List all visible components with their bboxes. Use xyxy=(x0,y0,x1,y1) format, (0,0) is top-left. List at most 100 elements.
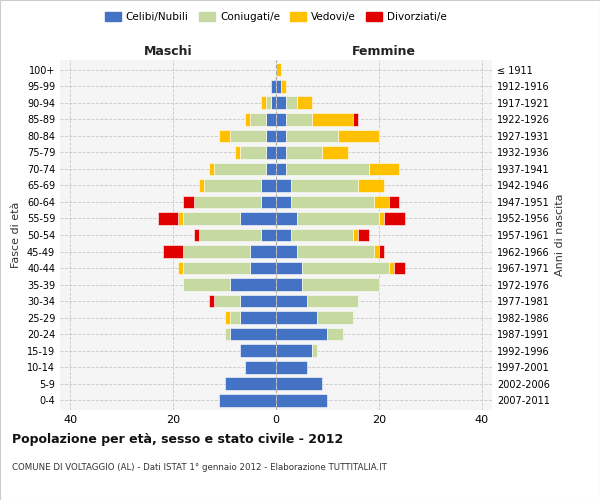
Bar xyxy=(276,113,286,126)
Bar xyxy=(266,113,276,126)
Bar xyxy=(276,130,286,142)
Bar xyxy=(184,278,230,291)
Bar xyxy=(358,228,368,241)
Bar xyxy=(184,196,194,208)
Bar xyxy=(384,212,404,225)
Bar xyxy=(230,130,266,142)
Bar xyxy=(235,146,240,159)
Bar xyxy=(230,278,276,291)
Bar xyxy=(178,212,184,225)
Bar xyxy=(220,394,276,406)
Bar xyxy=(224,311,230,324)
Bar xyxy=(224,328,230,340)
Bar xyxy=(286,113,312,126)
Bar xyxy=(245,113,250,126)
Bar xyxy=(296,245,374,258)
Bar xyxy=(276,262,302,274)
Bar xyxy=(292,196,374,208)
Bar xyxy=(394,262,404,274)
Bar xyxy=(358,179,384,192)
Bar xyxy=(276,394,328,406)
Bar xyxy=(260,96,266,110)
Bar xyxy=(276,360,307,374)
Bar xyxy=(271,80,276,93)
Bar xyxy=(199,228,260,241)
Bar xyxy=(240,311,276,324)
Bar xyxy=(276,294,307,308)
Bar xyxy=(163,245,184,258)
Bar xyxy=(276,212,296,225)
Bar xyxy=(286,146,322,159)
Bar xyxy=(307,294,358,308)
Bar xyxy=(374,196,389,208)
Bar xyxy=(214,294,240,308)
Bar xyxy=(250,113,266,126)
Bar xyxy=(184,245,250,258)
Bar xyxy=(312,113,353,126)
Bar xyxy=(389,196,400,208)
Bar xyxy=(250,245,276,258)
Bar xyxy=(276,311,317,324)
Bar xyxy=(296,96,312,110)
Bar xyxy=(292,228,353,241)
Bar xyxy=(266,162,276,175)
Bar xyxy=(276,228,292,241)
Bar xyxy=(194,196,260,208)
Bar xyxy=(281,80,286,93)
Bar xyxy=(276,344,312,357)
Bar xyxy=(184,262,250,274)
Bar xyxy=(292,179,358,192)
Bar xyxy=(276,377,322,390)
Bar xyxy=(199,179,204,192)
Bar xyxy=(338,130,379,142)
Bar xyxy=(260,196,276,208)
Bar xyxy=(276,278,302,291)
Bar xyxy=(220,130,230,142)
Bar xyxy=(276,196,292,208)
Legend: Celibi/Nubili, Coniugati/e, Vedovi/e, Divorziati/e: Celibi/Nubili, Coniugati/e, Vedovi/e, Di… xyxy=(101,8,451,26)
Bar xyxy=(250,262,276,274)
Bar xyxy=(302,278,379,291)
Bar xyxy=(158,212,178,225)
Bar xyxy=(322,146,348,159)
Bar xyxy=(245,360,276,374)
Bar xyxy=(276,328,328,340)
Bar xyxy=(240,146,266,159)
Text: Maschi: Maschi xyxy=(143,44,193,58)
Y-axis label: Fasce di età: Fasce di età xyxy=(11,202,21,268)
Bar xyxy=(276,179,292,192)
Bar xyxy=(240,212,276,225)
Bar xyxy=(240,294,276,308)
Bar xyxy=(276,245,296,258)
Bar xyxy=(178,262,184,274)
Bar xyxy=(230,328,276,340)
Bar xyxy=(368,162,400,175)
Bar xyxy=(240,344,276,357)
Bar xyxy=(276,80,281,93)
Bar xyxy=(286,96,296,110)
Bar xyxy=(276,96,286,110)
Bar xyxy=(260,179,276,192)
Bar xyxy=(209,294,214,308)
Bar xyxy=(230,311,240,324)
Bar xyxy=(276,146,286,159)
Bar xyxy=(266,130,276,142)
Y-axis label: Anni di nascita: Anni di nascita xyxy=(555,194,565,276)
Bar xyxy=(224,377,276,390)
Text: COMUNE DI VOLTAGGIO (AL) - Dati ISTAT 1° gennaio 2012 - Elaborazione TUTTITALIA.: COMUNE DI VOLTAGGIO (AL) - Dati ISTAT 1°… xyxy=(12,462,387,471)
Bar xyxy=(312,344,317,357)
Bar xyxy=(353,228,358,241)
Text: Femmine: Femmine xyxy=(352,44,416,58)
Bar xyxy=(266,96,271,110)
Bar xyxy=(260,228,276,241)
Bar xyxy=(266,146,276,159)
Bar xyxy=(276,64,281,76)
Bar xyxy=(209,162,214,175)
Bar xyxy=(184,212,240,225)
Bar xyxy=(194,228,199,241)
Text: Popolazione per età, sesso e stato civile - 2012: Popolazione per età, sesso e stato civil… xyxy=(12,432,343,446)
Bar xyxy=(271,96,276,110)
Bar xyxy=(296,212,379,225)
Bar xyxy=(389,262,394,274)
Bar xyxy=(204,179,260,192)
